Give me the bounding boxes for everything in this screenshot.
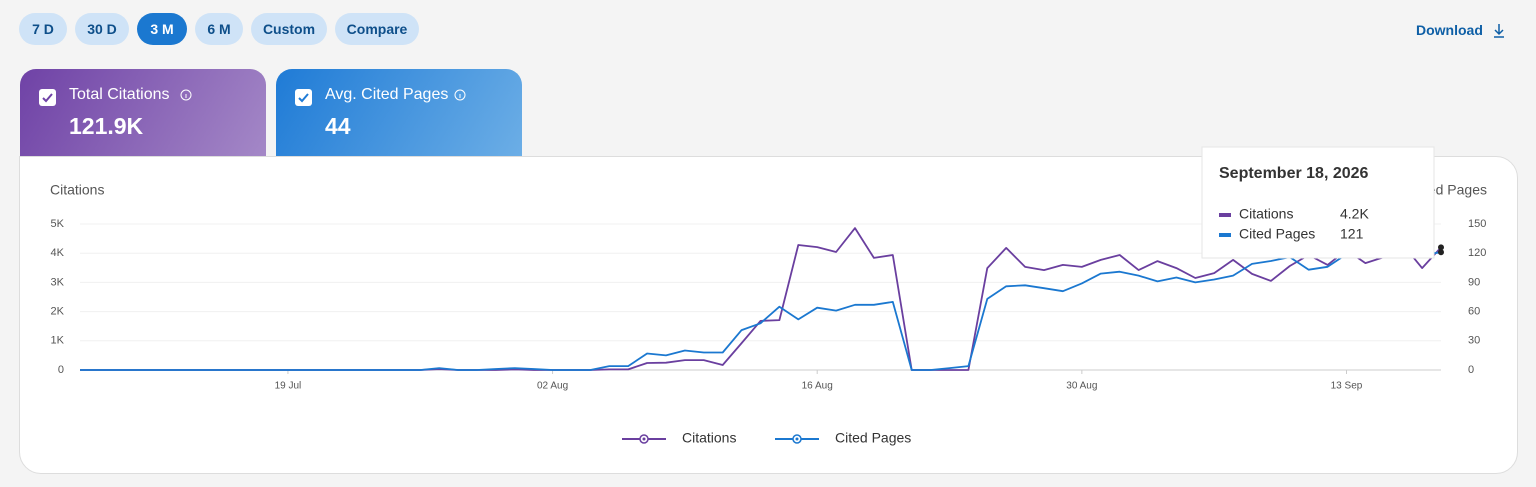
legend-label: Citations [682,430,736,446]
tooltip-title: September 18, 2026 [1219,165,1369,182]
legend-item[interactable]: Citations [622,430,736,446]
y-tick-label: 3K [51,276,65,288]
download-text[interactable]: Download [1416,22,1483,38]
y2-tick-label: 90 [1468,276,1480,288]
x-tick-label: 19 Jul [275,381,302,392]
tooltip-swatch [1219,233,1231,237]
download-icon [1494,24,1504,38]
range-button[interactable]: 6 M [195,13,243,45]
tooltip-series: Cited Pages [1239,226,1315,242]
legend-label: Cited Pages [835,430,911,446]
tooltip-swatch [1219,213,1231,217]
legend-item[interactable]: Cited Pages [775,430,911,446]
card-value: 44 [325,113,351,139]
y-tick-label: 1K [51,335,65,347]
y-tick-label: 2K [51,306,65,318]
tooltip-value: 121 [1340,226,1364,242]
legend-marker-dot [795,437,799,441]
y-axis-title: Citations [50,182,104,198]
range-button[interactable]: Custom [251,13,327,45]
download[interactable]: Download [1416,22,1504,38]
tooltip-box [1201,146,1435,259]
range-button[interactable]: Compare [335,13,419,45]
info-icon [454,89,466,101]
y-tick-label: 0 [58,364,64,376]
range-button[interactable]: 3 M [137,13,187,45]
y-tick-label: 5K [51,218,65,230]
y2-tick-label: 150 [1468,218,1486,230]
y2-tick-label: 30 [1468,335,1480,347]
tooltip-value: 4.2K [1340,206,1369,222]
tooltip: September 18, 2026 Citations 4.2K Cited Pag… [1201,146,1435,259]
x-tick-label: 16 Aug [802,381,833,392]
checkbox[interactable] [39,89,56,106]
card[interactable]: Total Citations 121.9K [20,69,266,157]
card-value: 121.9K [69,113,144,139]
series-line [80,249,1442,371]
x-tick-label: 30 Aug [1066,381,1097,392]
y2-tick-label: 60 [1468,306,1480,318]
legend-marker-dot [642,437,646,441]
card[interactable]: Avg. Cited Pages 44 [276,69,522,157]
hover-point [1438,244,1444,251]
hover-point [1438,249,1444,256]
card-label: Avg. Cited Pages [325,86,449,103]
checkbox[interactable] [295,89,312,106]
y2-tick-label: 0 [1468,364,1474,376]
range-button[interactable]: 7 D [19,13,67,45]
range-button[interactable]: 30 D [75,13,129,45]
tooltip-series: Citations [1239,206,1293,222]
x-tick-label: 02 Aug [537,381,568,392]
y2-tick-label: 120 [1468,247,1486,259]
x-tick-label: 13 Sep [1331,381,1363,392]
card-label: Total Citations [69,86,170,103]
y-tick-label: 4K [51,247,65,259]
info-icon [180,89,192,101]
